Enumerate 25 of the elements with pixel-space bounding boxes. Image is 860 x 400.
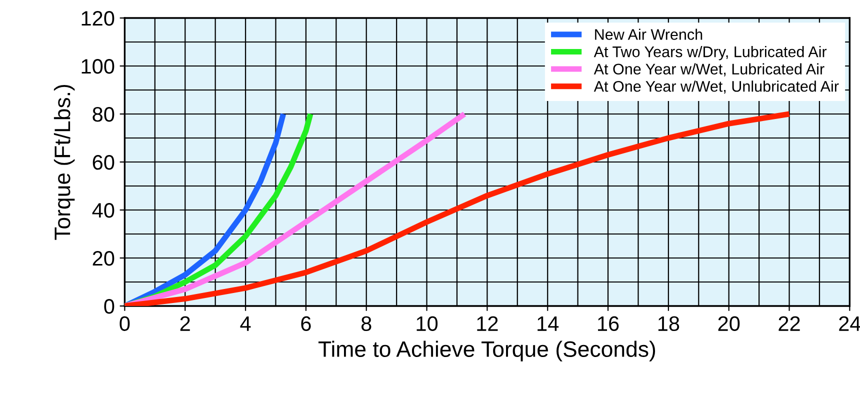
- legend-label: At One Year w/Wet, Unlubricated Air: [594, 80, 839, 94]
- y-axis-title: Torque (Ft/Lbs.): [54, 84, 75, 240]
- x-tick-label: 12: [477, 316, 498, 331]
- x-tick-label: 0: [120, 316, 130, 332]
- y-tick-label: 40: [92, 203, 114, 218]
- x-axis-title: Time to Achieve Torque (Seconds): [318, 340, 656, 362]
- legend-label: At One Year w/Wet, Lubricated Air: [594, 63, 824, 76]
- x-tick-label: 22: [778, 316, 800, 331]
- x-tick-label: 10: [416, 316, 438, 332]
- legend-label: New Air Wrench: [595, 28, 702, 40]
- x-tick-label: 20: [718, 316, 740, 332]
- x-tick-label: 2: [180, 316, 190, 331]
- y-tick-label: 100: [82, 59, 114, 74]
- y-tick-label: 80: [92, 107, 114, 122]
- x-tick-label: 8: [361, 316, 372, 332]
- y-tick-label: 20: [92, 251, 114, 266]
- x-tick-label: 14: [538, 316, 559, 331]
- x-tick-label: 16: [598, 316, 619, 332]
- y-tick-label: 0: [104, 299, 114, 314]
- x-tick-label: 6: [301, 316, 311, 332]
- x-tick-label: 18: [658, 316, 680, 332]
- legend-label: At Two Years w/Dry, Lubricated Air: [594, 46, 827, 60]
- x-tick-label: 4: [240, 316, 251, 331]
- y-tick-label: 60: [92, 155, 114, 170]
- y-tick-label: 120: [82, 11, 114, 26]
